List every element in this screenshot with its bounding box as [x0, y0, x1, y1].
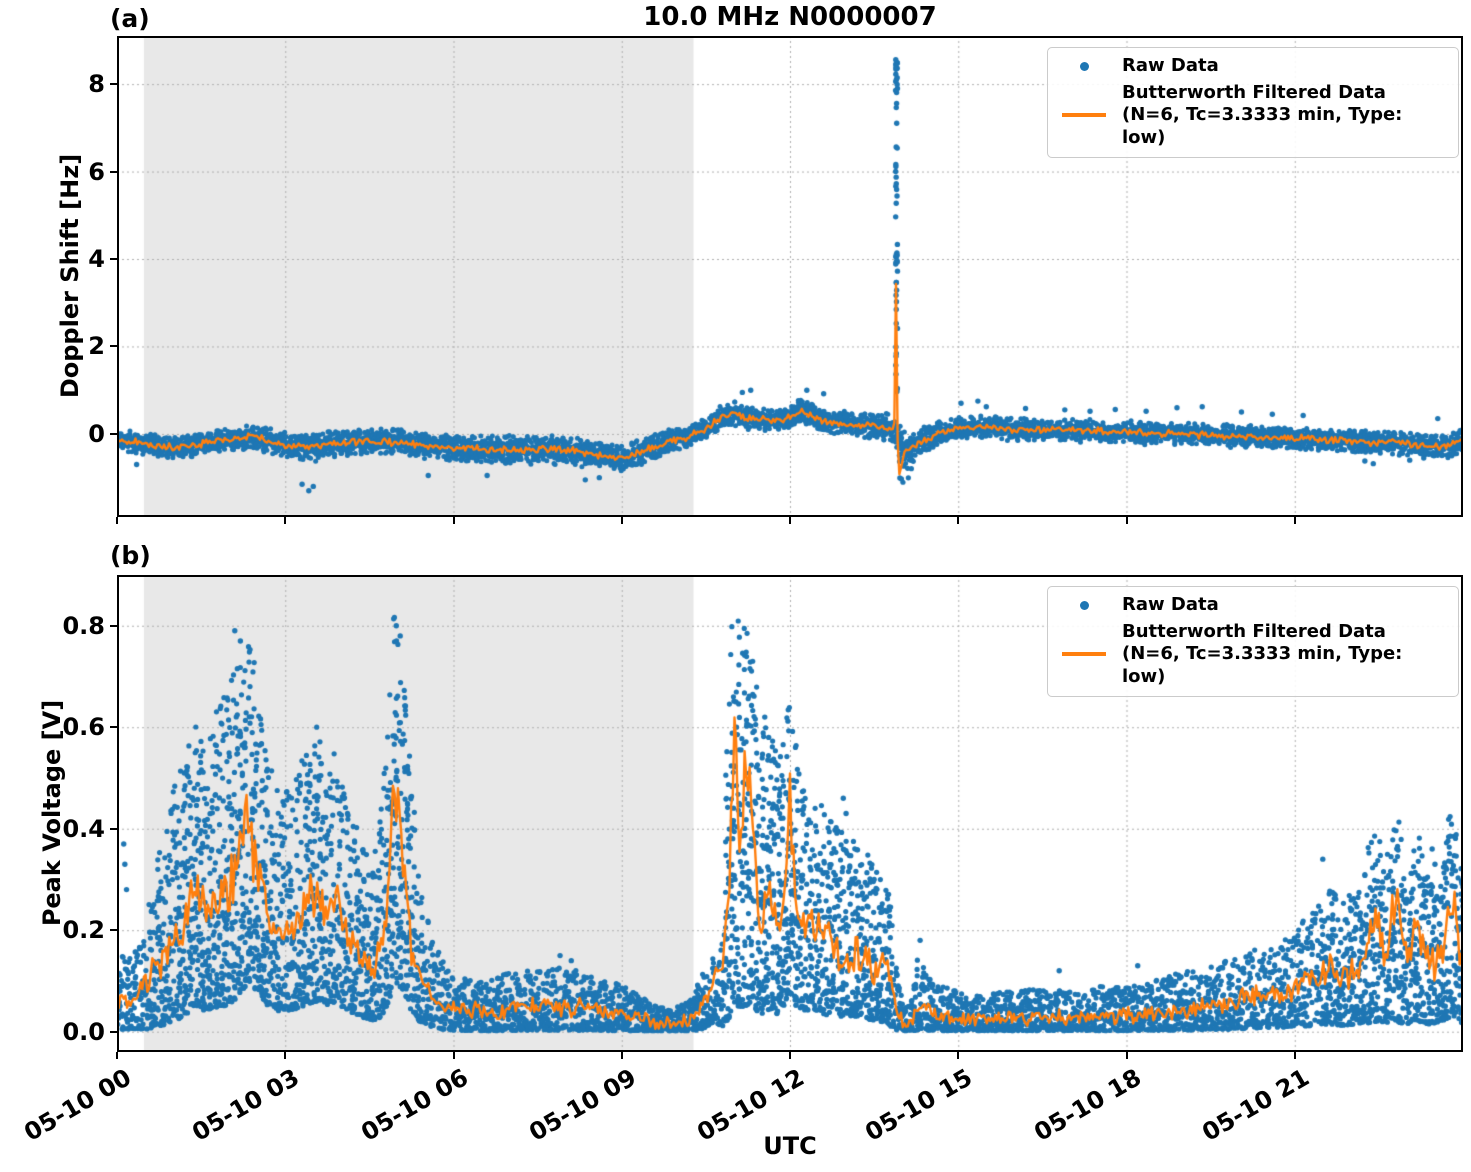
- x-tickmark: [284, 1052, 287, 1059]
- x-tickmark: [620, 517, 623, 524]
- y-tick-label: 0.2: [62, 916, 105, 945]
- x-tickmark: [284, 517, 287, 524]
- x-tickmark: [957, 1052, 960, 1059]
- x-tickmark: [957, 517, 960, 524]
- y-tick-label: 2: [88, 332, 105, 361]
- legend-marker-cell: [1056, 113, 1112, 118]
- y-tickmark: [110, 83, 117, 86]
- y-tick-label: 4: [88, 245, 105, 273]
- raw-data-label: Raw Data: [1122, 594, 1219, 615]
- filtered-data-sublabel: (N=6, Tc=3.3333 min, Type: low): [1122, 643, 1403, 687]
- x-tickmark: [789, 1052, 791, 1059]
- y-tickmark: [110, 170, 117, 173]
- x-tickmark: [116, 517, 118, 524]
- y-tickmark: [110, 726, 117, 729]
- legend-row-raw-data: Raw Data: [1056, 55, 1448, 78]
- legend-marker-cell: [1056, 61, 1112, 71]
- x-tickmark: [1125, 517, 1128, 524]
- y-tickmark: [110, 1030, 117, 1033]
- filtered-data-label: Butterworth Filtered Data: [1122, 620, 1386, 642]
- panel-a-label: (a): [110, 4, 150, 33]
- figure-title: 10.0 MHz N0000007: [643, 2, 937, 32]
- y-tick-label: 0.4: [62, 814, 105, 843]
- y-tick-label: 6: [88, 157, 105, 186]
- legend-box: Raw Data Butterworth Filtered Data (N=6, T…: [1047, 47, 1459, 158]
- y-tickmark: [110, 345, 117, 348]
- legend-row-raw-data: Raw Data: [1056, 594, 1448, 617]
- raw-data-marker-icon: [1079, 61, 1089, 71]
- y-axis-label-doppler: Doppler Shift [Hz]: [56, 153, 84, 399]
- y-tick-label: 0.0: [62, 1017, 105, 1046]
- x-tickmark: [1293, 1052, 1296, 1059]
- filtered-data-label-group: Butterworth Filtered Data (N=6, Tc=3.3333…: [1122, 621, 1448, 689]
- x-tickmark: [116, 1052, 118, 1059]
- y-tick-label: 0.6: [62, 713, 105, 742]
- x-tickmark: [1125, 1052, 1128, 1059]
- y-tickmark: [110, 258, 117, 260]
- legend-box: Raw Data Butterworth Filtered Data (N=6, T…: [1047, 586, 1459, 697]
- legend-marker-cell: [1056, 652, 1112, 657]
- x-tickmark: [452, 1052, 455, 1059]
- filtered-data-label-group: Butterworth Filtered Data (N=6, Tc=3.3333…: [1122, 82, 1448, 150]
- x-axis-label-utc: UTC: [763, 1132, 817, 1160]
- y-tick-label: 0.8: [62, 611, 105, 640]
- x-tickmark: [452, 517, 455, 524]
- panel-b-label: (b): [110, 541, 151, 570]
- y-tick-label: 8: [88, 70, 105, 99]
- y-tickmark: [110, 827, 117, 830]
- filtered-line-icon: [1062, 113, 1106, 118]
- legend-row-filtered-data: Butterworth Filtered Data (N=6, Tc=3.3333…: [1056, 621, 1448, 689]
- filtered-data-label: Butterworth Filtered Data: [1122, 81, 1386, 103]
- y-tickmark: [110, 929, 117, 932]
- x-tickmark: [789, 517, 791, 524]
- raw-data-label: Raw Data: [1122, 55, 1219, 76]
- x-tickmark: [620, 1052, 623, 1059]
- raw-data-marker-icon: [1079, 600, 1089, 610]
- filtered-data-sublabel: (N=6, Tc=3.3333 min, Type: low): [1122, 104, 1403, 148]
- y-tickmark: [110, 624, 117, 627]
- y-tick-label: 0: [88, 419, 105, 448]
- legend-marker-cell: [1056, 600, 1112, 610]
- y-tickmark: [110, 432, 117, 435]
- x-tickmark: [1293, 517, 1296, 524]
- filtered-line-icon: [1062, 652, 1106, 657]
- legend-row-filtered-data: Butterworth Filtered Data (N=6, Tc=3.3333…: [1056, 82, 1448, 150]
